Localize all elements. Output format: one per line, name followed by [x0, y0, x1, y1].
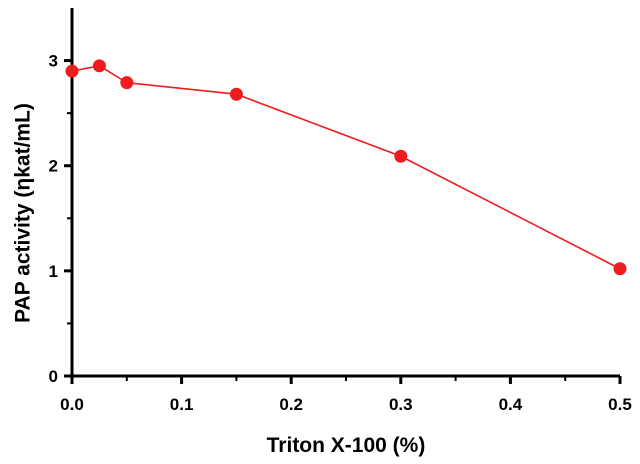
x-tick-label: 0.3 — [389, 395, 413, 414]
series-line — [71, 64, 621, 270]
series-layer — [65, 59, 627, 276]
x-tick-label: 0.1 — [170, 395, 194, 414]
y-tick-label: 0 — [49, 367, 58, 386]
y-tick-label: 2 — [49, 157, 58, 176]
data-point — [229, 87, 243, 101]
data-point — [613, 262, 627, 276]
x-tick-label: 0.4 — [499, 395, 523, 414]
data-point — [394, 149, 408, 163]
x-tick-label: 0.2 — [279, 395, 303, 414]
x-tick-label: 0.0 — [60, 395, 84, 414]
data-point — [120, 76, 134, 90]
axes — [70, 8, 620, 378]
y-axis-title: PAP activity (ηkat/mL) — [11, 103, 34, 323]
data-point — [92, 59, 106, 73]
y-tick-label: 1 — [49, 262, 58, 281]
x-axis-title: Triton X-100 (%) — [267, 434, 426, 457]
data-point — [65, 64, 79, 78]
ticks: 0 1 2 3 0.0 0.1 0.2 0.3 0.4 0.5 — [49, 52, 632, 414]
y-tick-label: 3 — [49, 52, 58, 71]
x-tick-label: 0.5 — [608, 395, 632, 414]
